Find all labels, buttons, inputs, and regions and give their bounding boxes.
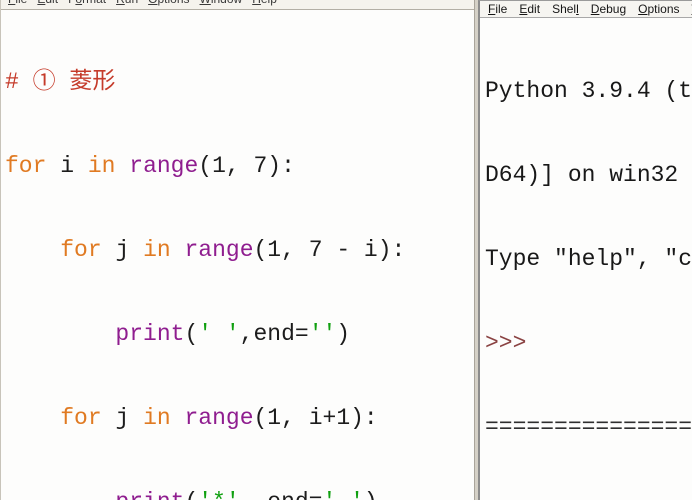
menu-file[interactable]: File (488, 2, 508, 16)
shell-banner-line: Type "help", "c (485, 246, 692, 272)
menu-options[interactable]: Options (143, 0, 194, 6)
menu-debug[interactable]: Debug (590, 2, 627, 16)
menu-run[interactable]: Run (111, 0, 143, 6)
code-line: for j in range(1, 7 - i): (60, 237, 406, 263)
shell-prompt: >>> (485, 330, 527, 356)
code-line: # ① 菱形 (5, 69, 116, 95)
menu-window[interactable]: Window (686, 1, 692, 17)
menu-options[interactable]: Options (638, 2, 680, 16)
shell-banner-line: Python 3.9.4 (t (485, 78, 692, 104)
shell-menubar: File Edit Shell Debug Options Window (480, 1, 692, 18)
editor-text-area[interactable]: # ① 菱形 for i in range(1, 7): for j in ra… (1, 10, 474, 500)
menu-file[interactable]: File (3, 0, 32, 6)
menu-edit[interactable]: Edit (519, 2, 541, 16)
editor-menubar: FileEditFormatRunOptionsWindowHelp (1, 0, 474, 10)
menu-window[interactable]: Window (195, 0, 248, 6)
shell-window: File Edit Shell Debug Options Window Python 3… (478, 0, 692, 500)
menu-format[interactable]: Format (63, 0, 111, 6)
output-line: * (485, 497, 692, 500)
shell-banner-line: D64)] on win32 (485, 162, 679, 188)
code-line: print(' ',end='') (115, 321, 351, 347)
code-line: for i in range(1, 7): (5, 153, 295, 179)
editor-window: FileEditFormatRunOptionsWindowHelp # ① 菱… (0, 0, 475, 500)
menu-help[interactable]: Help (247, 0, 282, 6)
menu-shell[interactable]: Shell (552, 2, 579, 16)
restart-separator: ================ (485, 414, 692, 440)
code-line: print('*', end=' ') (5, 488, 474, 500)
code-line: for j in range(1, i+1): (60, 405, 378, 431)
editor-menu-row: FileEditFormatRunOptionsWindowHelp (3, 0, 282, 6)
shell-prompt-line: >>> (485, 329, 692, 357)
menu-edit[interactable]: Edit (32, 0, 63, 6)
shell-text-area[interactable]: Python 3.9.4 (t D64)] on win32 Type "hel… (480, 18, 692, 500)
